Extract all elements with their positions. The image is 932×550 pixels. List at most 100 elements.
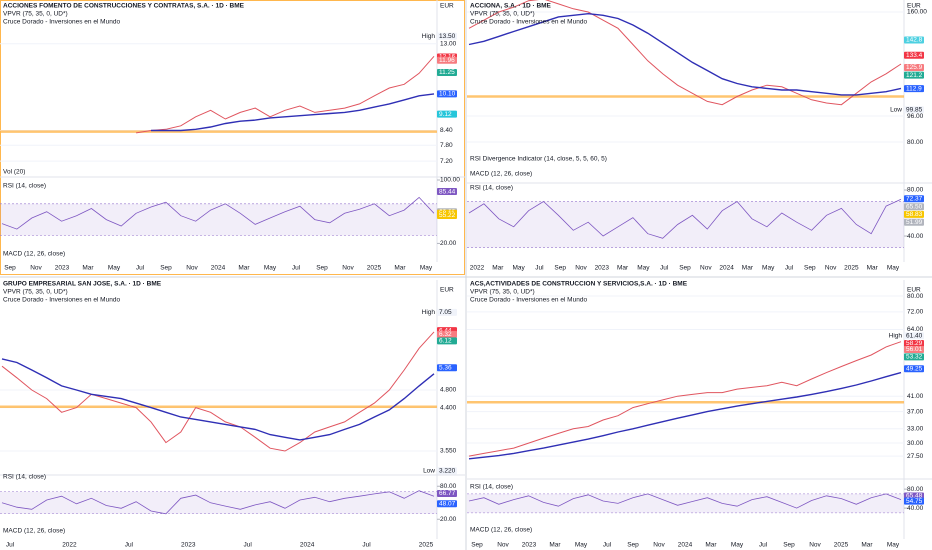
y-tick-label: 80.00 xyxy=(907,293,924,300)
indicator-label: Cruce Dorado - Inversiones en el Mundo xyxy=(3,297,120,304)
y-tick-label: 3.550 xyxy=(440,448,457,455)
x-tick-label: Nov xyxy=(497,542,509,549)
x-tick-label: Sep xyxy=(316,265,328,272)
x-tick-label: Jul xyxy=(603,542,612,549)
price-tag xyxy=(437,364,457,372)
x-tick-label: 2024 xyxy=(678,542,693,549)
moving-average xyxy=(468,12,902,96)
x-tick-label: Jul xyxy=(660,265,669,272)
price-tag-label: 58.29 xyxy=(906,340,923,347)
x-tick-label: Mar xyxy=(867,265,879,272)
price-tag xyxy=(437,68,457,76)
price-line xyxy=(1,331,435,452)
price-tag-label: 6.32 xyxy=(439,331,452,338)
chart-title: ACS,ACTIVIDADES DE CONSTRUCCION Y SERVIC… xyxy=(470,281,688,288)
rsi-tick-label: 80.00 xyxy=(907,187,924,194)
price-tag-note: High xyxy=(422,309,436,316)
rsi-tick-label: 80.00 xyxy=(440,483,457,490)
rsi-line xyxy=(468,198,902,239)
price-tag-label: 142.8 xyxy=(906,37,923,44)
x-tick-label: 2024 xyxy=(211,265,226,272)
rsi-tag-label: 48.07 xyxy=(439,501,456,508)
chart-title: ACCIONES FOMENTO DE CONSTRUCCIONES Y CON… xyxy=(3,3,245,10)
x-tick-label: Mar xyxy=(617,265,629,272)
x-tick-label: Nov xyxy=(809,542,821,549)
price-tag xyxy=(904,353,924,361)
price-tag xyxy=(904,365,924,373)
chart-title: GRUPO EMPRESARIAL SAN JOSE, S.A. · 1D · … xyxy=(3,281,162,288)
price-tag xyxy=(437,467,457,475)
y-tick-label: 160.00 xyxy=(907,9,927,16)
moving-average xyxy=(151,93,435,132)
x-tick-label: Sep xyxy=(679,265,691,272)
x-tick-label: Sep xyxy=(804,265,816,272)
x-tick-label: 2024 xyxy=(719,265,734,272)
price-line xyxy=(136,55,435,134)
rsi-tag xyxy=(904,210,924,218)
y-tick-label: 7.80 xyxy=(440,142,453,149)
price-tag-label: 11.25 xyxy=(439,69,455,76)
x-tick-label: Jul xyxy=(244,542,253,549)
moving-average xyxy=(468,371,902,460)
x-tick-label: May xyxy=(264,265,277,272)
rsi-band xyxy=(0,203,437,236)
x-tick-label: Nov xyxy=(186,265,198,272)
x-tick-label: May xyxy=(762,265,775,272)
currency-label: EUR xyxy=(440,287,454,294)
x-tick-label: May xyxy=(887,542,900,549)
x-tick-label: 2024 xyxy=(300,542,315,549)
x-tick-label: Mar xyxy=(549,542,561,549)
price-tag xyxy=(437,308,457,316)
x-tick-label: 2025 xyxy=(844,265,859,272)
price-tag-label: 9.12 xyxy=(439,111,452,118)
price-tag xyxy=(437,32,457,40)
price-tag-label: 5.36 xyxy=(439,364,452,371)
x-tick-label: May xyxy=(108,265,121,272)
x-tick-label: 2023 xyxy=(181,542,196,549)
price-tag xyxy=(904,85,924,93)
price-tag xyxy=(904,36,924,44)
x-tick-label: Sep xyxy=(160,265,172,272)
x-tick-label: Mar xyxy=(742,265,754,272)
x-tick-label: Sep xyxy=(4,265,16,272)
currency-label: EUR xyxy=(440,3,454,10)
rsi-tag xyxy=(904,497,924,505)
indicator-label: MACD (12, 26, close) xyxy=(470,527,532,534)
price-tag xyxy=(904,51,924,59)
y-tick-label: 80.00 xyxy=(907,139,924,146)
x-tick-label: Jul xyxy=(535,265,544,272)
indicator-label: MACD (12, 26, close) xyxy=(3,251,65,258)
x-tick-label: 2022 xyxy=(62,542,77,549)
price-tag xyxy=(904,106,924,114)
price-tag xyxy=(437,90,457,98)
x-tick-label: 2022 xyxy=(470,265,485,272)
x-tick-label: Mar xyxy=(861,542,873,549)
y-tick-label: 37.00 xyxy=(907,408,924,415)
price-tag-note: High xyxy=(422,33,436,40)
x-tick-label: Jul xyxy=(6,542,15,549)
y-tick-label: 27.50 xyxy=(907,453,924,460)
x-tick-label: Sep xyxy=(783,542,795,549)
x-tick-label: Mar xyxy=(492,265,504,272)
y-tick-label: 64.00 xyxy=(907,326,924,333)
price-tag xyxy=(437,337,457,345)
x-tick-label: May xyxy=(887,265,900,272)
x-tick-label: May xyxy=(731,542,744,549)
y-tick-label: 33.00 xyxy=(907,425,924,432)
rsi-tag-label: 85.44 xyxy=(439,188,456,195)
price-tag xyxy=(904,345,924,353)
price-tag-note: High xyxy=(889,332,903,339)
x-tick-label: Nov xyxy=(653,542,665,549)
rsi-tag-label: 51.99 xyxy=(906,219,923,226)
price-tag xyxy=(437,56,457,64)
chart-panel: 80.00 72.00 64.00 41.00 37.00 33.00 30.00 27.50… xyxy=(467,280,932,549)
price-tag xyxy=(904,340,924,348)
rsi-tag xyxy=(437,500,457,508)
x-tick-label: May xyxy=(637,265,650,272)
rsi-tag-label: 72.37 xyxy=(906,196,923,203)
price-tag-label: 7.05 xyxy=(439,309,452,316)
y-tick-label: 4.800 xyxy=(440,387,457,394)
price-tag-note: Low xyxy=(890,106,902,113)
indicator-label: RSI (14, close) xyxy=(3,183,46,190)
price-tag-label: 49.25 xyxy=(906,365,923,372)
